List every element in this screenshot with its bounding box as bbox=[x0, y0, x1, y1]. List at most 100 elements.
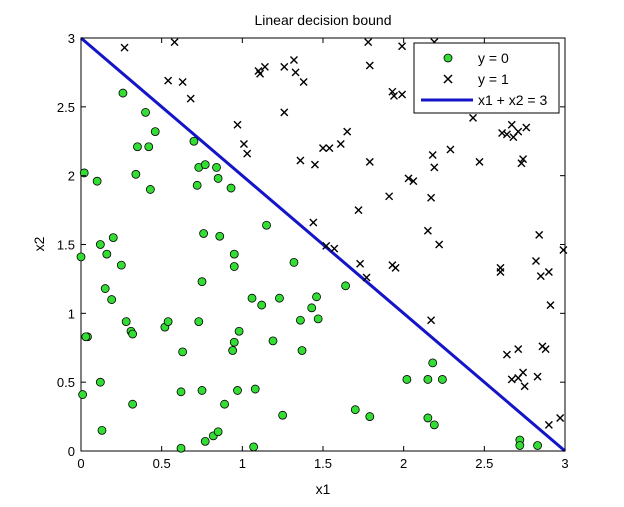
point-class-1 bbox=[233, 120, 242, 129]
point-class-1 bbox=[319, 144, 327, 153]
point-class-1 bbox=[520, 382, 529, 391]
point-class-1 bbox=[533, 372, 542, 381]
point-class-0 bbox=[365, 412, 375, 421]
point-class-0 bbox=[289, 257, 299, 267]
x-tick-label: 1.5 bbox=[314, 456, 332, 471]
point-class-0 bbox=[199, 229, 209, 238]
point-class-1 bbox=[519, 368, 528, 377]
y-tick-label: 0.5 bbox=[57, 375, 75, 390]
point-class-0 bbox=[229, 337, 239, 347]
point-class-1 bbox=[535, 230, 544, 239]
point-class-1 bbox=[536, 272, 545, 281]
point-class-1 bbox=[427, 316, 436, 325]
point-class-1 bbox=[507, 375, 516, 384]
point-class-0 bbox=[197, 386, 207, 395]
point-class-0 bbox=[278, 410, 288, 420]
point-class-1 bbox=[546, 301, 555, 310]
point-class-1 bbox=[446, 145, 455, 154]
point-class-0 bbox=[95, 377, 105, 387]
point-class-1 bbox=[544, 420, 553, 429]
point-class-1 bbox=[519, 155, 528, 164]
point-class-1 bbox=[430, 163, 439, 172]
point-class-1 bbox=[388, 87, 397, 96]
point-class-0 bbox=[116, 260, 126, 270]
point-class-1 bbox=[343, 127, 352, 136]
point-class-1 bbox=[517, 159, 526, 168]
point-class-1 bbox=[514, 127, 523, 136]
point-class-1 bbox=[427, 193, 436, 202]
point-class-1 bbox=[496, 268, 505, 277]
point-class-0 bbox=[150, 127, 160, 137]
point-class-1 bbox=[239, 140, 248, 148]
point-class-0 bbox=[200, 160, 210, 170]
point-class-0 bbox=[437, 375, 447, 384]
point-class-0 bbox=[247, 293, 257, 303]
point-class-0 bbox=[176, 443, 186, 453]
point-class-0 bbox=[429, 420, 439, 430]
point-class-0 bbox=[268, 336, 278, 346]
y-axis-ticks: 0 0.5 1 1.5 2 2.5 3 bbox=[57, 31, 565, 459]
point-class-0 bbox=[200, 436, 210, 446]
point-class-1 bbox=[502, 350, 511, 359]
chart-title: Linear decision bound bbox=[255, 12, 392, 28]
point-class-1 bbox=[514, 345, 523, 354]
point-class-0 bbox=[81, 332, 91, 342]
point-class-1 bbox=[356, 259, 365, 268]
point-class-0 bbox=[307, 303, 317, 313]
point-class-0 bbox=[296, 315, 305, 325]
y-tick-label: 3 bbox=[68, 31, 75, 46]
point-class-1 bbox=[435, 240, 444, 249]
point-class-0 bbox=[176, 387, 186, 397]
point-class-0 bbox=[178, 347, 188, 357]
point-class-1 bbox=[398, 42, 407, 51]
point-class-0 bbox=[100, 284, 110, 293]
point-class-1 bbox=[280, 108, 289, 117]
y-axis-label: x2 bbox=[31, 236, 47, 251]
point-class-0 bbox=[262, 220, 271, 230]
legend: y = 0 y = 1 x1 + x2 = 3 bbox=[413, 42, 560, 114]
point-class-1 bbox=[365, 157, 374, 166]
point-class-1 bbox=[541, 345, 550, 354]
y-tick-label: 0 bbox=[68, 444, 75, 459]
x-axis-ticks: 0 0.5 1 1.5 2 2.5 3 bbox=[77, 38, 569, 471]
point-class-1 bbox=[186, 94, 195, 103]
point-class-0 bbox=[107, 295, 117, 304]
point-class-1 bbox=[289, 56, 298, 65]
point-class-0 bbox=[423, 375, 433, 384]
point-class-1 bbox=[296, 156, 305, 165]
point-class-0 bbox=[121, 317, 131, 326]
point-class-0 bbox=[213, 174, 223, 183]
point-class-1 bbox=[365, 61, 374, 70]
point-class-1 bbox=[299, 78, 308, 87]
point-class-1 bbox=[522, 123, 531, 132]
point-class-0 bbox=[220, 399, 229, 409]
class-0-points bbox=[76, 88, 542, 453]
point-class-0 bbox=[128, 329, 138, 339]
point-class-0 bbox=[226, 183, 236, 193]
point-class-1 bbox=[389, 91, 398, 100]
point-class-1 bbox=[385, 192, 394, 201]
x-tick-label: 0.5 bbox=[153, 456, 171, 471]
point-class-0 bbox=[133, 142, 142, 152]
point-class-0 bbox=[97, 425, 107, 435]
point-class-0 bbox=[257, 300, 267, 310]
legend-box bbox=[413, 42, 560, 114]
point-class-0 bbox=[213, 427, 223, 437]
point-class-0 bbox=[131, 169, 141, 179]
point-class-0 bbox=[233, 386, 242, 395]
point-class-1 bbox=[507, 120, 516, 129]
point-class-1 bbox=[423, 226, 432, 235]
point-class-0 bbox=[228, 346, 238, 355]
point-class-1 bbox=[362, 273, 371, 282]
point-class-1 bbox=[354, 206, 363, 215]
point-class-1 bbox=[559, 246, 568, 255]
point-class-0 bbox=[229, 262, 239, 271]
point-class-0 bbox=[189, 136, 199, 146]
point-class-1 bbox=[364, 38, 373, 47]
point-class-0 bbox=[297, 346, 307, 355]
point-class-1 bbox=[475, 157, 484, 166]
point-class-0 bbox=[141, 107, 150, 117]
class-1-points bbox=[120, 38, 568, 429]
point-class-0 bbox=[76, 252, 86, 262]
